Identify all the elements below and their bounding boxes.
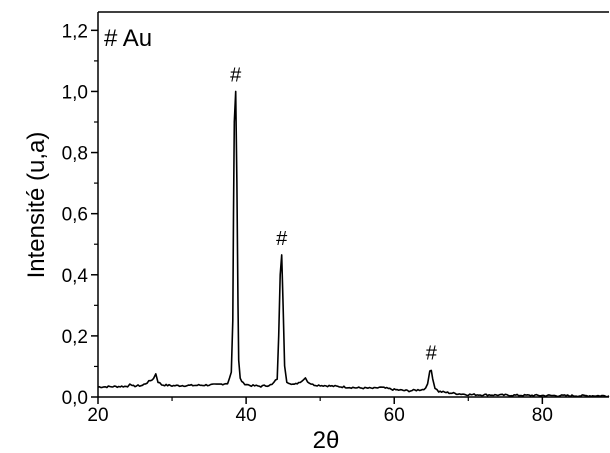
- peak-marker: #: [426, 343, 438, 365]
- peak-marker: #: [230, 64, 242, 86]
- plot-area: [97, 11, 609, 398]
- y-tick-label: 0,8: [62, 144, 88, 165]
- y-tick-label: 1,2: [62, 21, 88, 42]
- y-tick-label: 1,0: [62, 82, 88, 103]
- y-axis-title: Intensité (u,a): [23, 132, 50, 279]
- tick-label-group: 20 40 60 80 0,0 0,2 0,4 0,6 0,8 1,0 1,2: [62, 21, 553, 426]
- series-line: [97, 90, 610, 398]
- tick-group: [91, 29, 544, 404]
- y-tick-label: 0,6: [62, 205, 88, 226]
- y-tick-label: 0,2: [62, 327, 88, 348]
- x-tick-label: 60: [384, 405, 405, 426]
- x-axis-title: 2θ: [313, 427, 340, 453]
- x-tick-label: 20: [87, 405, 108, 426]
- peak-markers: # # #: [230, 64, 438, 364]
- x-tick-label: 40: [236, 405, 257, 426]
- x-tick-label: 80: [532, 405, 553, 426]
- y-tick-label: 0,0: [62, 388, 88, 409]
- legend-label: # Au: [104, 25, 152, 52]
- peak-marker: #: [276, 228, 288, 250]
- y-tick-label: 0,4: [62, 266, 89, 287]
